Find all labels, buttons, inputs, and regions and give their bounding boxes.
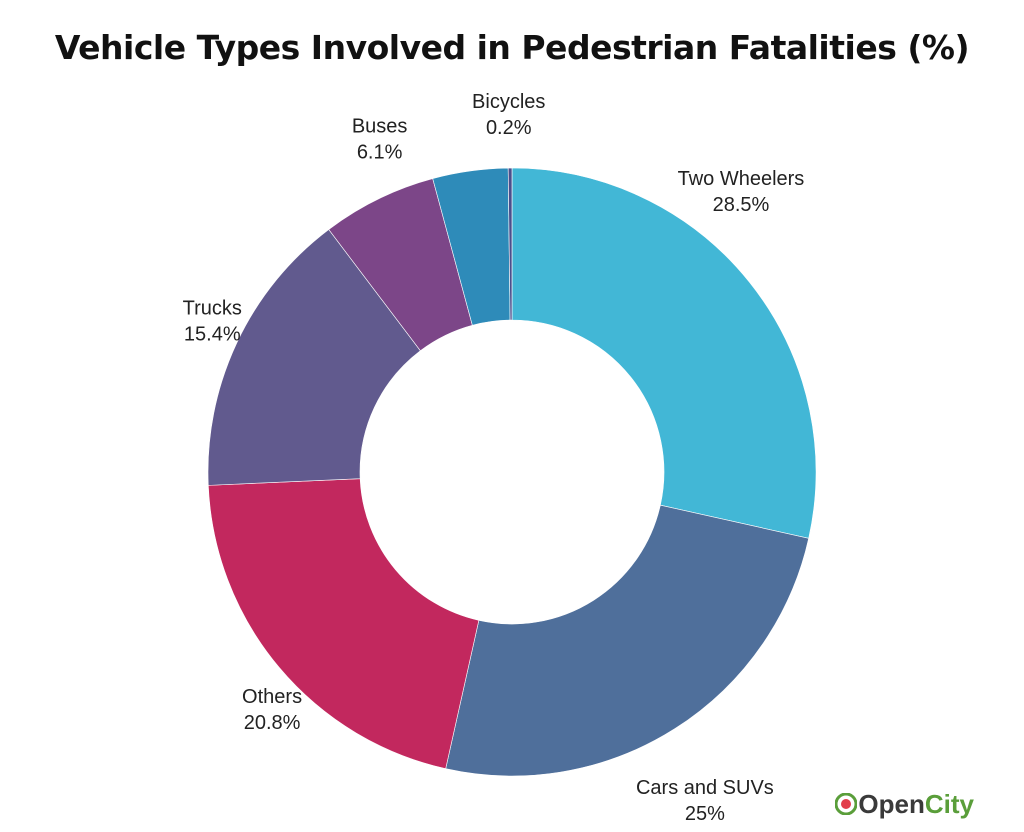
slice-label-cars-and-suvs: Cars and SUVs 25% (636, 777, 774, 825)
logo-text-city: City (924, 788, 974, 819)
slices-layer (207, 167, 817, 777)
slice-two-wheelers (511, 167, 817, 539)
slice-label-name: Trucks (183, 298, 242, 320)
slice-label-name: Others (242, 686, 302, 708)
chart-title: Vehicle Types Involved in Pedestrian Fat… (54, 28, 970, 67)
labels-layer: Two Wheelers 28.5% Cars and SUVs 25% Others 2… (183, 91, 805, 825)
slice-label-two-wheelers: Two Wheelers 28.5% (678, 168, 805, 216)
slice-label-value: 20.8% (244, 712, 301, 734)
slice-label-trucks: Trucks 15.4% (183, 298, 242, 346)
logo-text-open: Open (858, 788, 925, 819)
slice-label-value: 25% (685, 803, 725, 825)
slice-label-others: Others 20.8% (242, 686, 302, 734)
slice-label-value: 6.1% (357, 142, 403, 164)
slice-label-value: 15.4% (184, 324, 241, 346)
slice-cars-and-suvs (445, 504, 810, 777)
slice-trucks (207, 229, 421, 486)
slice-label-name: Buses (352, 116, 408, 138)
slice-others (207, 478, 480, 770)
slice-label-name: Bicycles (472, 91, 545, 113)
slice-label-bicycles: Bicycles 0.2% (472, 91, 545, 139)
slice-label-value: 28.5% (713, 194, 770, 216)
slice-label-buses: Buses 6.1% (352, 116, 408, 164)
slice-bicycles (507, 167, 513, 321)
slice-label-name: Two Wheelers (678, 168, 805, 190)
opencity-logo: Open City (835, 788, 974, 820)
slice-label-name: Cars and SUVs (636, 777, 774, 799)
logo-pin-icon (835, 793, 858, 815)
slice-label-value: 0.2% (486, 117, 532, 139)
